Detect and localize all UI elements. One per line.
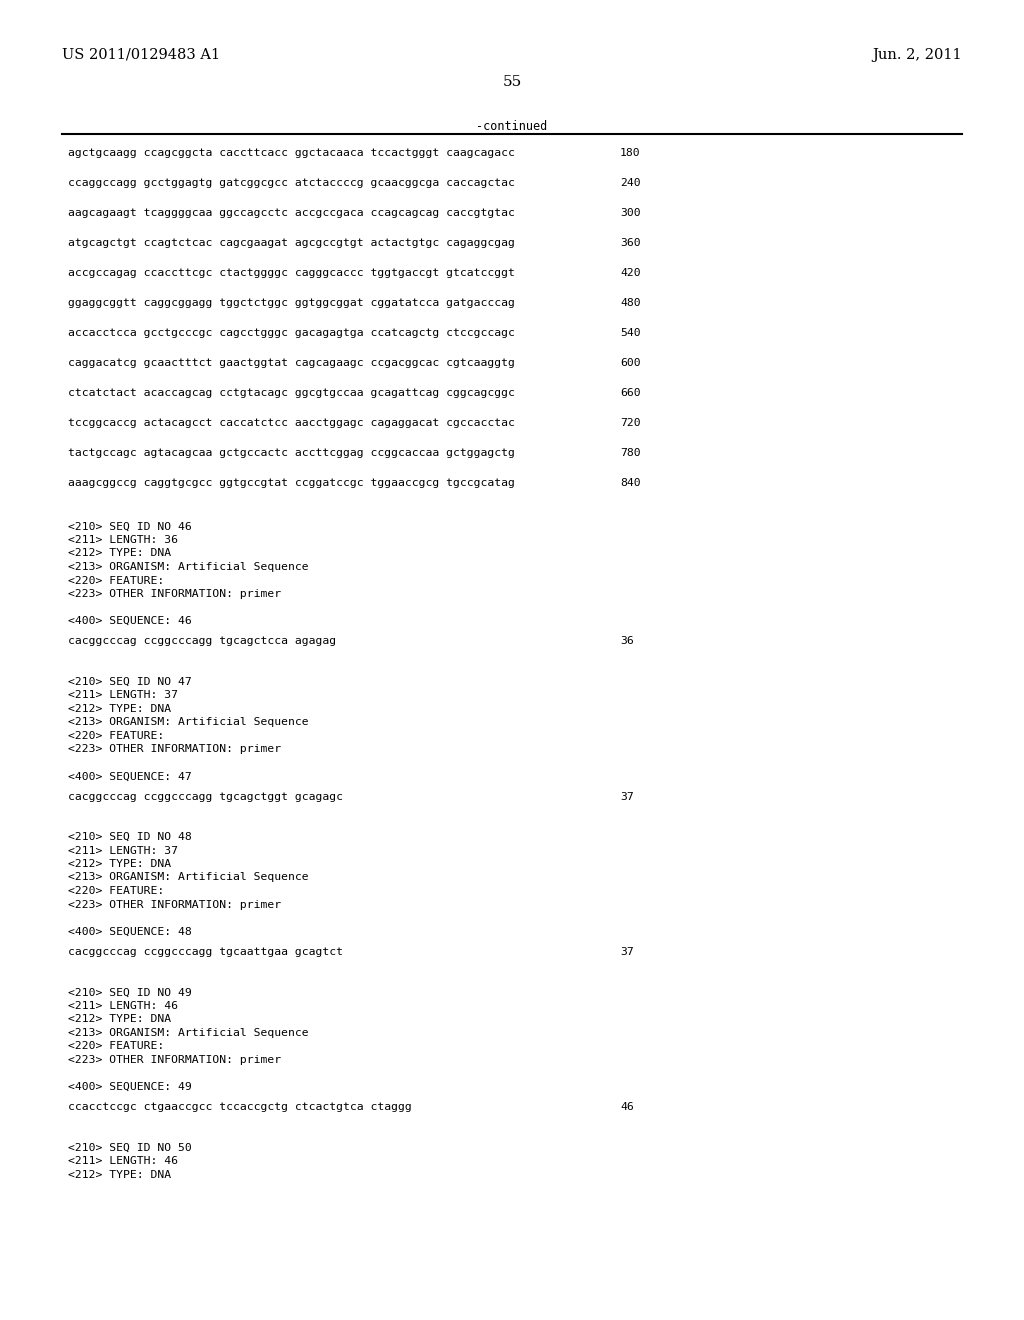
Text: 300: 300: [620, 209, 641, 218]
Text: <220> FEATURE:: <220> FEATURE:: [68, 576, 164, 586]
Text: ccaggccagg gcctggagtg gatcggcgcc atctaccccg gcaacggcga caccagctac: ccaggccagg gcctggagtg gatcggcgcc atctacc…: [68, 178, 515, 187]
Text: <220> FEATURE:: <220> FEATURE:: [68, 731, 164, 741]
Text: aagcagaagt tcaggggcaa ggccagcctc accgccgaca ccagcagcag caccgtgtac: aagcagaagt tcaggggcaa ggccagcctc accgccg…: [68, 209, 515, 218]
Text: <223> OTHER INFORMATION: primer: <223> OTHER INFORMATION: primer: [68, 899, 282, 909]
Text: 360: 360: [620, 238, 641, 248]
Text: <220> FEATURE:: <220> FEATURE:: [68, 886, 164, 896]
Text: <212> TYPE: DNA: <212> TYPE: DNA: [68, 704, 171, 714]
Text: 180: 180: [620, 148, 641, 158]
Text: US 2011/0129483 A1: US 2011/0129483 A1: [62, 48, 220, 62]
Text: <211> LENGTH: 37: <211> LENGTH: 37: [68, 690, 178, 700]
Text: <223> OTHER INFORMATION: primer: <223> OTHER INFORMATION: primer: [68, 1055, 282, 1065]
Text: <400> SEQUENCE: 47: <400> SEQUENCE: 47: [68, 771, 191, 781]
Text: <213> ORGANISM: Artificial Sequence: <213> ORGANISM: Artificial Sequence: [68, 562, 308, 572]
Text: cacggcccag ccggcccagg tgcagctggt gcagagc: cacggcccag ccggcccagg tgcagctggt gcagagc: [68, 792, 343, 801]
Text: aaagcggccg caggtgcgcc ggtgccgtat ccggatccgc tggaaccgcg tgccgcatag: aaagcggccg caggtgcgcc ggtgccgtat ccggatc…: [68, 478, 515, 488]
Text: <212> TYPE: DNA: <212> TYPE: DNA: [68, 859, 171, 869]
Text: <400> SEQUENCE: 46: <400> SEQUENCE: 46: [68, 616, 191, 626]
Text: accacctcca gcctgcccgc cagcctgggc gacagagtga ccatcagctg ctccgccagc: accacctcca gcctgcccgc cagcctgggc gacagag…: [68, 327, 515, 338]
Text: 540: 540: [620, 327, 641, 338]
Text: 37: 37: [620, 792, 634, 801]
Text: <211> LENGTH: 46: <211> LENGTH: 46: [68, 1156, 178, 1166]
Text: 720: 720: [620, 418, 641, 428]
Text: <400> SEQUENCE: 48: <400> SEQUENCE: 48: [68, 927, 191, 936]
Text: <210> SEQ ID NO 48: <210> SEQ ID NO 48: [68, 832, 191, 842]
Text: tccggcaccg actacagcct caccatctcc aacctggagc cagaggacat cgccacctac: tccggcaccg actacagcct caccatctcc aacctgg…: [68, 418, 515, 428]
Text: <211> LENGTH: 37: <211> LENGTH: 37: [68, 846, 178, 855]
Text: atgcagctgt ccagtctcac cagcgaagat agcgccgtgt actactgtgc cagaggcgag: atgcagctgt ccagtctcac cagcgaagat agcgccg…: [68, 238, 515, 248]
Text: 55: 55: [503, 75, 521, 88]
Text: <210> SEQ ID NO 50: <210> SEQ ID NO 50: [68, 1143, 191, 1152]
Text: -continued: -continued: [476, 120, 548, 133]
Text: agctgcaagg ccagcggcta caccttcacc ggctacaaca tccactgggt caagcagacc: agctgcaagg ccagcggcta caccttcacc ggctaca…: [68, 148, 515, 158]
Text: ctcatctact acaccagcag cctgtacagc ggcgtgccaa gcagattcag cggcagcggc: ctcatctact acaccagcag cctgtacagc ggcgtgc…: [68, 388, 515, 399]
Text: 480: 480: [620, 298, 641, 308]
Text: <213> ORGANISM: Artificial Sequence: <213> ORGANISM: Artificial Sequence: [68, 717, 308, 727]
Text: <223> OTHER INFORMATION: primer: <223> OTHER INFORMATION: primer: [68, 589, 282, 599]
Text: caggacatcg gcaactttct gaactggtat cagcagaagc ccgacggcac cgtcaaggtg: caggacatcg gcaactttct gaactggtat cagcaga…: [68, 358, 515, 368]
Text: <210> SEQ ID NO 49: <210> SEQ ID NO 49: [68, 987, 191, 997]
Text: <211> LENGTH: 46: <211> LENGTH: 46: [68, 1001, 178, 1011]
Text: 780: 780: [620, 447, 641, 458]
Text: 36: 36: [620, 636, 634, 647]
Text: 240: 240: [620, 178, 641, 187]
Text: <220> FEATURE:: <220> FEATURE:: [68, 1041, 164, 1051]
Text: <210> SEQ ID NO 46: <210> SEQ ID NO 46: [68, 521, 191, 532]
Text: <223> OTHER INFORMATION: primer: <223> OTHER INFORMATION: primer: [68, 744, 282, 754]
Text: cacggcccag ccggcccagg tgcagctcca agagag: cacggcccag ccggcccagg tgcagctcca agagag: [68, 636, 336, 647]
Text: <212> TYPE: DNA: <212> TYPE: DNA: [68, 1170, 171, 1180]
Text: <212> TYPE: DNA: <212> TYPE: DNA: [68, 1014, 171, 1024]
Text: ggaggcggtt caggcggagg tggctctggc ggtggcggat cggatatcca gatgacccag: ggaggcggtt caggcggagg tggctctggc ggtggcg…: [68, 298, 515, 308]
Text: 600: 600: [620, 358, 641, 368]
Text: Jun. 2, 2011: Jun. 2, 2011: [872, 48, 962, 62]
Text: ccacctccgc ctgaaccgcc tccaccgctg ctcactgtca ctaggg: ccacctccgc ctgaaccgcc tccaccgctg ctcactg…: [68, 1102, 412, 1111]
Text: <213> ORGANISM: Artificial Sequence: <213> ORGANISM: Artificial Sequence: [68, 1028, 308, 1038]
Text: <400> SEQUENCE: 49: <400> SEQUENCE: 49: [68, 1082, 191, 1092]
Text: <210> SEQ ID NO 47: <210> SEQ ID NO 47: [68, 677, 191, 686]
Text: <211> LENGTH: 36: <211> LENGTH: 36: [68, 535, 178, 545]
Text: 37: 37: [620, 946, 634, 957]
Text: 46: 46: [620, 1102, 634, 1111]
Text: 420: 420: [620, 268, 641, 279]
Text: 660: 660: [620, 388, 641, 399]
Text: <212> TYPE: DNA: <212> TYPE: DNA: [68, 549, 171, 558]
Text: accgccagag ccaccttcgc ctactggggc cagggcaccc tggtgaccgt gtcatccggt: accgccagag ccaccttcgc ctactggggc cagggca…: [68, 268, 515, 279]
Text: 840: 840: [620, 478, 641, 488]
Text: cacggcccag ccggcccagg tgcaattgaa gcagtct: cacggcccag ccggcccagg tgcaattgaa gcagtct: [68, 946, 343, 957]
Text: <213> ORGANISM: Artificial Sequence: <213> ORGANISM: Artificial Sequence: [68, 873, 308, 883]
Text: tactgccagc agtacagcaa gctgccactc accttcggag ccggcaccaa gctggagctg: tactgccagc agtacagcaa gctgccactc accttcg…: [68, 447, 515, 458]
